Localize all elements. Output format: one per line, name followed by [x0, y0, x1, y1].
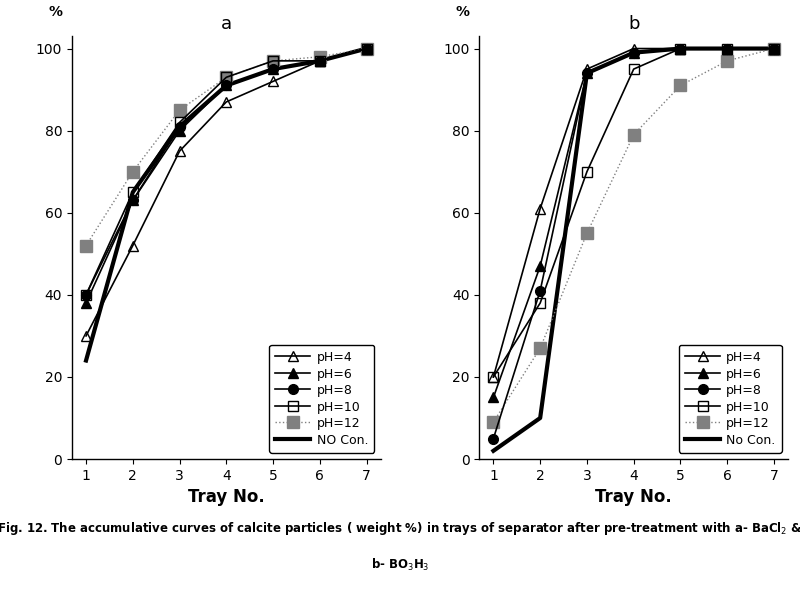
- Title: b: b: [628, 15, 639, 33]
- Text: %: %: [48, 5, 62, 19]
- Legend: pH=4, pH=6, pH=8, pH=10, pH=12, NO Con.: pH=4, pH=6, pH=8, pH=10, pH=12, NO Con.: [269, 345, 374, 453]
- Legend: pH=4, pH=6, pH=8, pH=10, pH=12, No Con.: pH=4, pH=6, pH=8, pH=10, pH=12, No Con.: [678, 345, 782, 453]
- Title: a: a: [221, 15, 232, 33]
- Text: b- BO$_3$H$_3$: b- BO$_3$H$_3$: [370, 557, 430, 573]
- Text: Fig. 12. The accumulative curves of calcite particles ( weight %) in trays of se: Fig. 12. The accumulative curves of calc…: [0, 520, 800, 537]
- X-axis label: Tray No.: Tray No.: [188, 488, 265, 506]
- Text: %: %: [455, 5, 470, 19]
- X-axis label: Tray No.: Tray No.: [595, 488, 672, 506]
